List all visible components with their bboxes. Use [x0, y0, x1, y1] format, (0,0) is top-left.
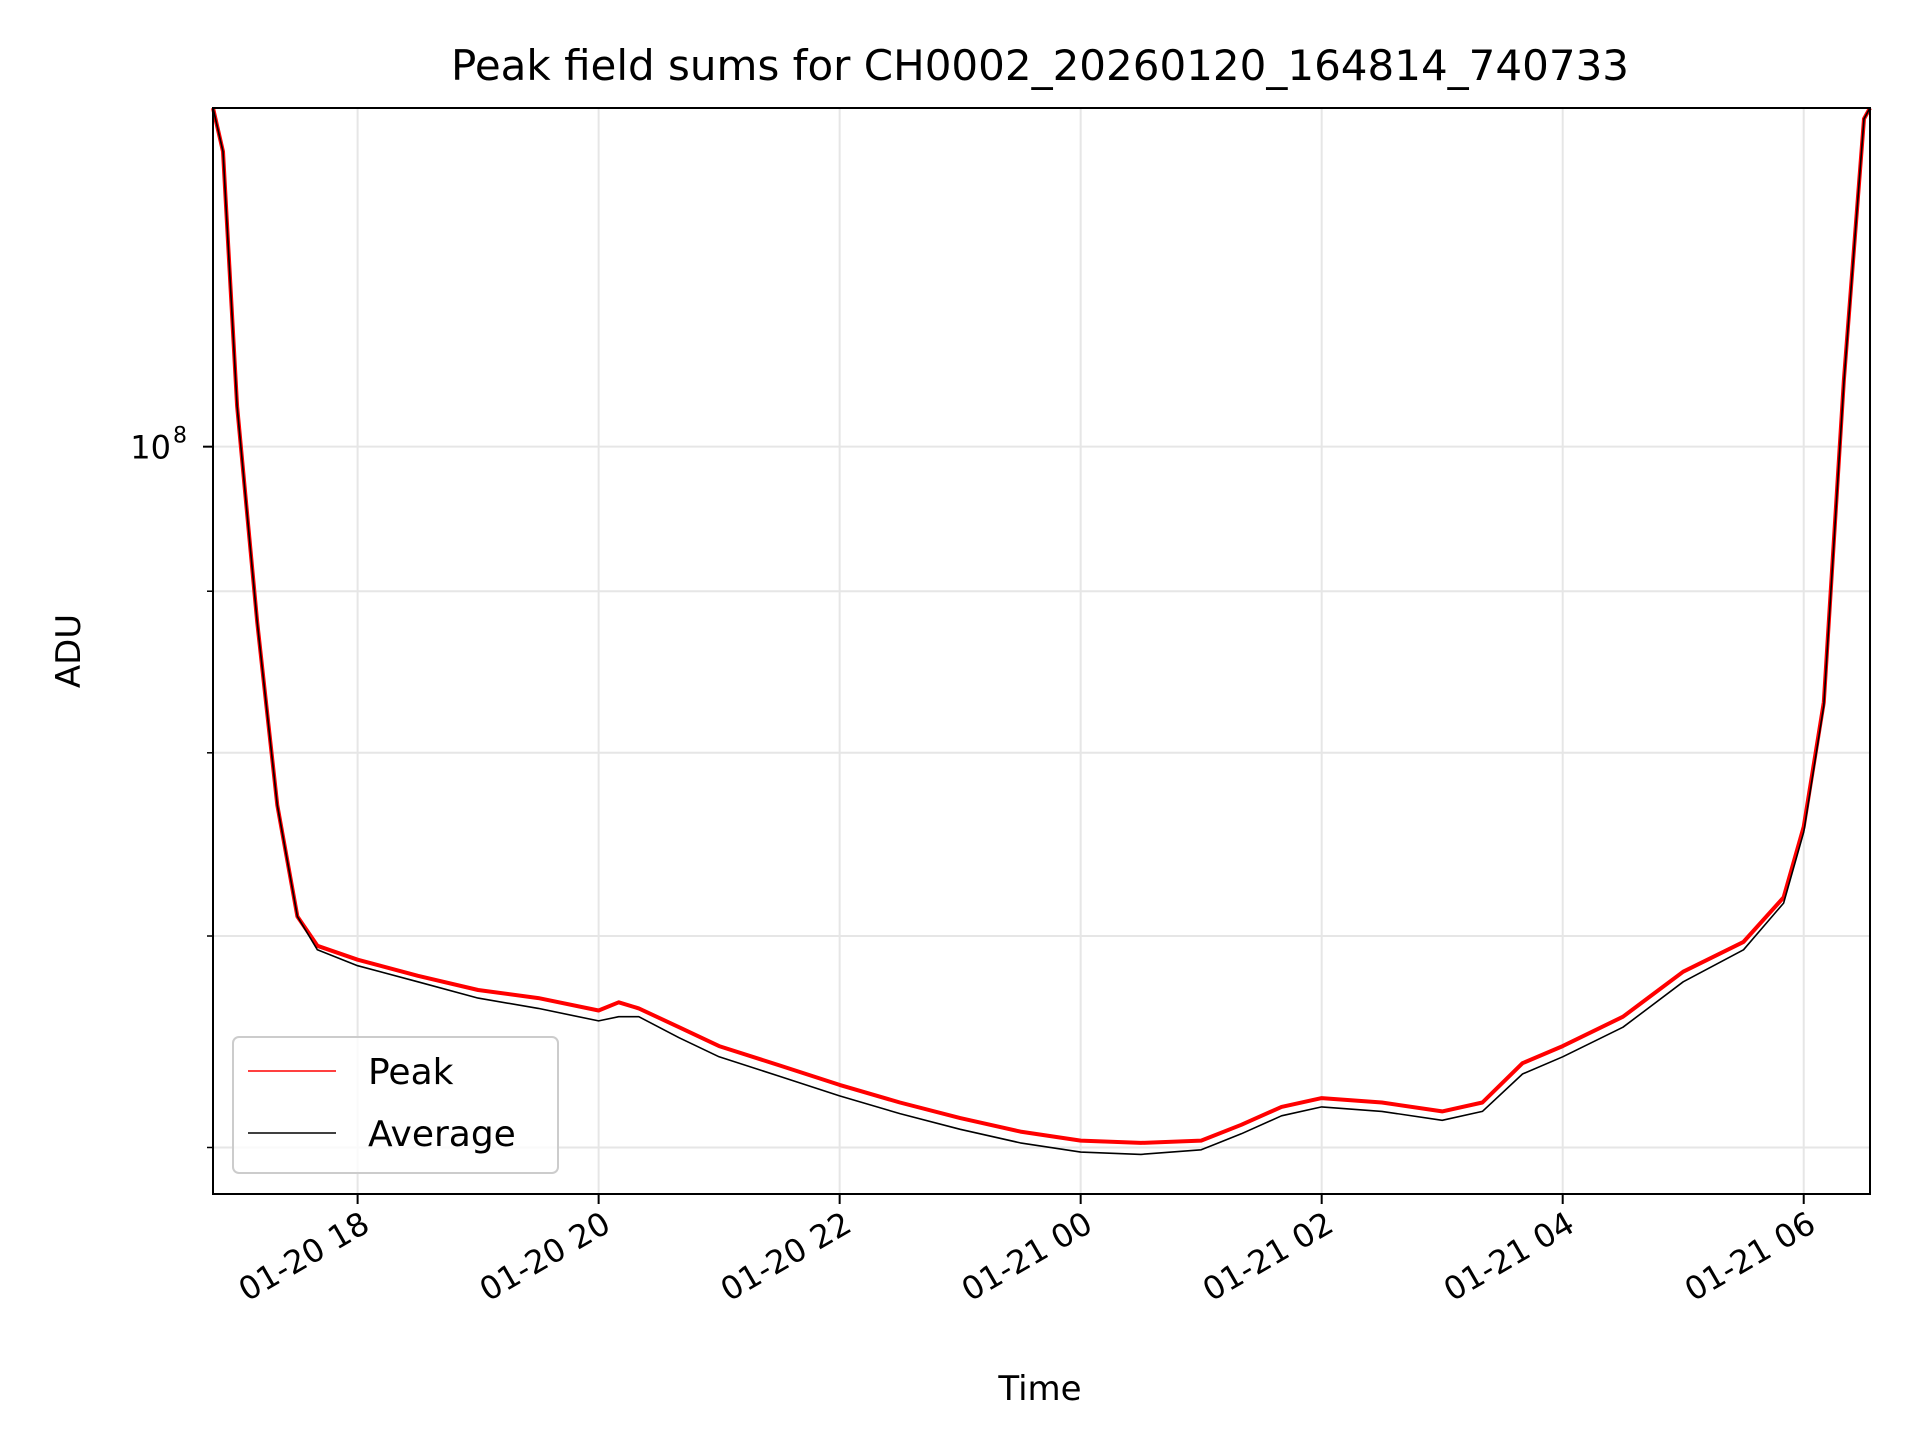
y-tick-mantissa: 10	[130, 429, 171, 467]
series-line-average	[212, 107, 1871, 1156]
legend: Peak Average	[232, 1036, 559, 1174]
grid-lines	[213, 108, 1870, 1194]
y-tick-exponent: 8	[173, 424, 187, 449]
chart-title: Peak field sums for CH0002_20260120_1648…	[451, 41, 1629, 90]
legend-label-average: Average	[368, 1114, 516, 1155]
y-tick-label: 10	[130, 429, 171, 467]
y-axis-label: ADU	[49, 614, 89, 688]
y-axis-ticks: 10 8	[130, 424, 213, 1149]
x-axis-label: Time	[997, 1369, 1081, 1409]
series-group	[211, 107, 1872, 1156]
plot-frame	[212, 107, 1871, 1195]
series-line-peak	[211, 107, 1872, 1145]
legend-label-peak: Peak	[368, 1052, 454, 1093]
